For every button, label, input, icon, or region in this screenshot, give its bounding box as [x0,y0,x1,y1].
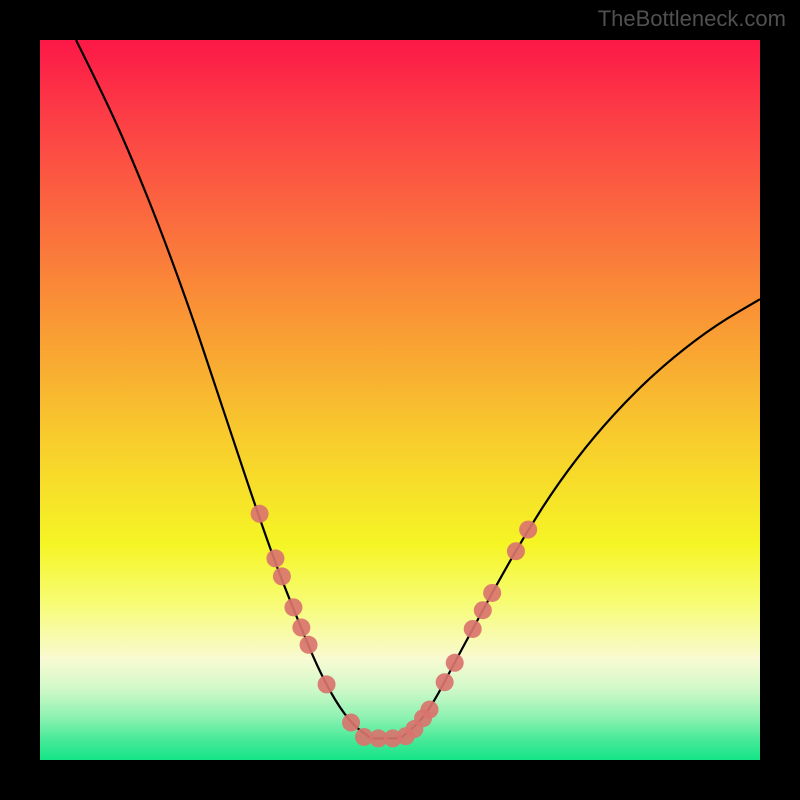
data-marker [251,505,269,523]
data-marker [318,675,336,693]
data-marker [273,567,291,585]
data-marker [464,620,482,638]
data-marker [436,673,454,691]
data-marker [519,521,537,539]
data-marker [446,654,464,672]
data-marker [483,584,501,602]
data-marker [266,549,284,567]
bottleneck-chart [40,40,760,760]
gradient-background [40,40,760,760]
data-marker [342,714,360,732]
data-marker [284,598,302,616]
data-marker [292,619,310,637]
data-marker [507,542,525,560]
data-marker [300,636,318,654]
data-marker [474,601,492,619]
data-marker [421,701,439,719]
plot-area [40,40,760,760]
watermark-text: TheBottleneck.com [598,6,786,32]
